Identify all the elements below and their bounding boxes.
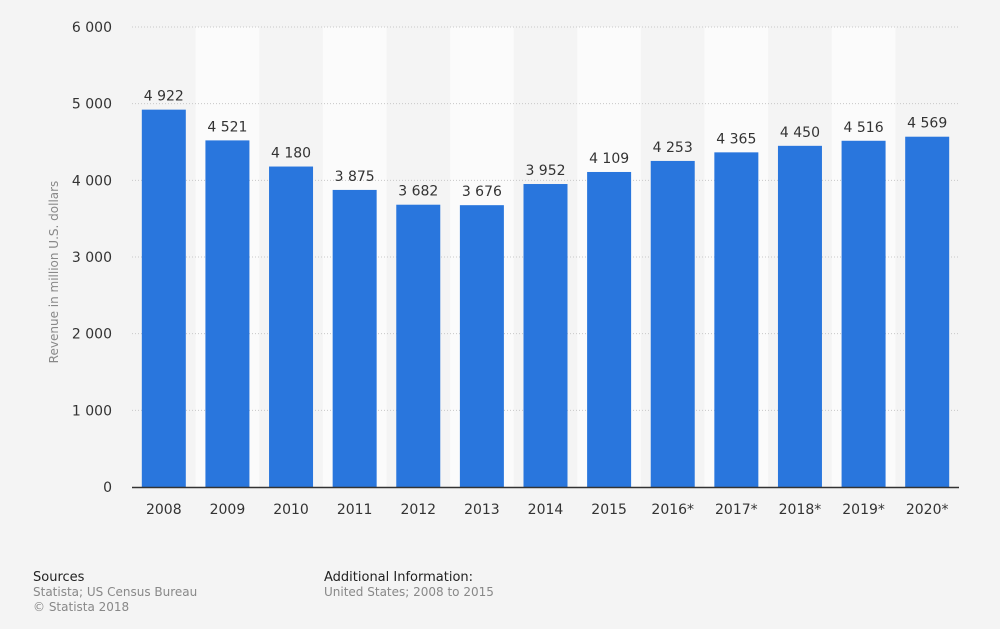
data-label: 4 922 [144, 89, 184, 105]
additional-info-block: Additional Information: United States; 2… [324, 570, 494, 600]
y-tick-label: 3 000 [72, 250, 112, 266]
data-label: 3 952 [525, 163, 565, 179]
data-labels: 4 922 4 521 4 180 3 875 3 682 3 676 3 952 4 109… [144, 89, 947, 201]
y-tick-label: 5 000 [72, 97, 112, 113]
x-tick-label: 2009 [210, 502, 246, 518]
y-tick-label: 4 000 [72, 173, 112, 189]
data-label: 3 676 [462, 184, 502, 200]
x-tick-label: 2013 [464, 502, 500, 518]
x-tick-label: 2020* [906, 502, 949, 518]
y-tick-label: 0 [103, 480, 112, 496]
y-tick-label: 2 000 [72, 327, 112, 343]
data-label: 3 682 [398, 184, 438, 200]
x-tick-label: 2014 [528, 502, 564, 518]
x-tick-label: 2008 [146, 502, 182, 518]
bar-2017* [714, 152, 759, 487]
data-label: 4 109 [589, 151, 629, 167]
bar-2018* [777, 145, 822, 488]
bar-2020* [905, 136, 950, 487]
sources-block: Sources Statista; US Census Bureau © Sta… [33, 570, 197, 615]
y-axis-ticks: 0 1 000 2 000 3 000 4 000 5 000 6 000 [72, 20, 112, 496]
bar-2013 [459, 205, 504, 487]
x-tick-label: 2019* [842, 502, 885, 518]
data-label: 4 450 [780, 125, 820, 141]
bar-chart: 4 922 4 521 4 180 3 875 3 682 3 676 3 952 4 109… [47, 20, 959, 518]
x-tick-label: 2011 [337, 502, 373, 518]
x-tick-label: 2010 [273, 502, 309, 518]
bar-2012 [396, 204, 441, 488]
x-tick-label: 2018* [779, 502, 822, 518]
bar-2009 [205, 140, 250, 487]
x-tick-label: 2016* [651, 502, 694, 518]
data-label: 4 253 [653, 140, 693, 156]
additional-info-title: Additional Information: [324, 570, 474, 585]
y-axis-title: Revenue in million U.S. dollars [47, 181, 61, 364]
data-label: 4 569 [907, 116, 947, 132]
bar-2011 [332, 189, 377, 487]
additional-info-line: United States; 2008 to 2015 [324, 585, 494, 599]
bar-2014 [523, 184, 568, 487]
x-axis-ticks: 2008 2009 2010 2011 2012 2013 2014 2015 2016* 201… [146, 502, 949, 518]
sources-line-2: © Statista 2018 [33, 600, 130, 614]
y-tick-label: 1 000 [72, 403, 112, 419]
y-tick-label: 6 000 [72, 20, 112, 36]
bars [141, 109, 950, 488]
bar-2015 [587, 171, 632, 487]
sources-line-1: Statista; US Census Bureau [33, 585, 198, 599]
sources-title: Sources [33, 570, 85, 585]
x-tick-label: 2012 [400, 502, 436, 518]
data-label: 3 875 [335, 169, 375, 185]
x-tick-label: 2015 [591, 502, 627, 518]
data-label: 4 365 [716, 131, 756, 147]
bar-2010 [269, 166, 314, 488]
bar-2016* [650, 160, 695, 488]
data-label: 4 521 [207, 119, 247, 135]
data-label: 4 180 [271, 146, 311, 162]
bar-2019* [841, 140, 886, 488]
data-label: 4 516 [844, 120, 884, 136]
bar-2008 [141, 109, 186, 487]
x-tick-label: 2017* [715, 502, 758, 518]
